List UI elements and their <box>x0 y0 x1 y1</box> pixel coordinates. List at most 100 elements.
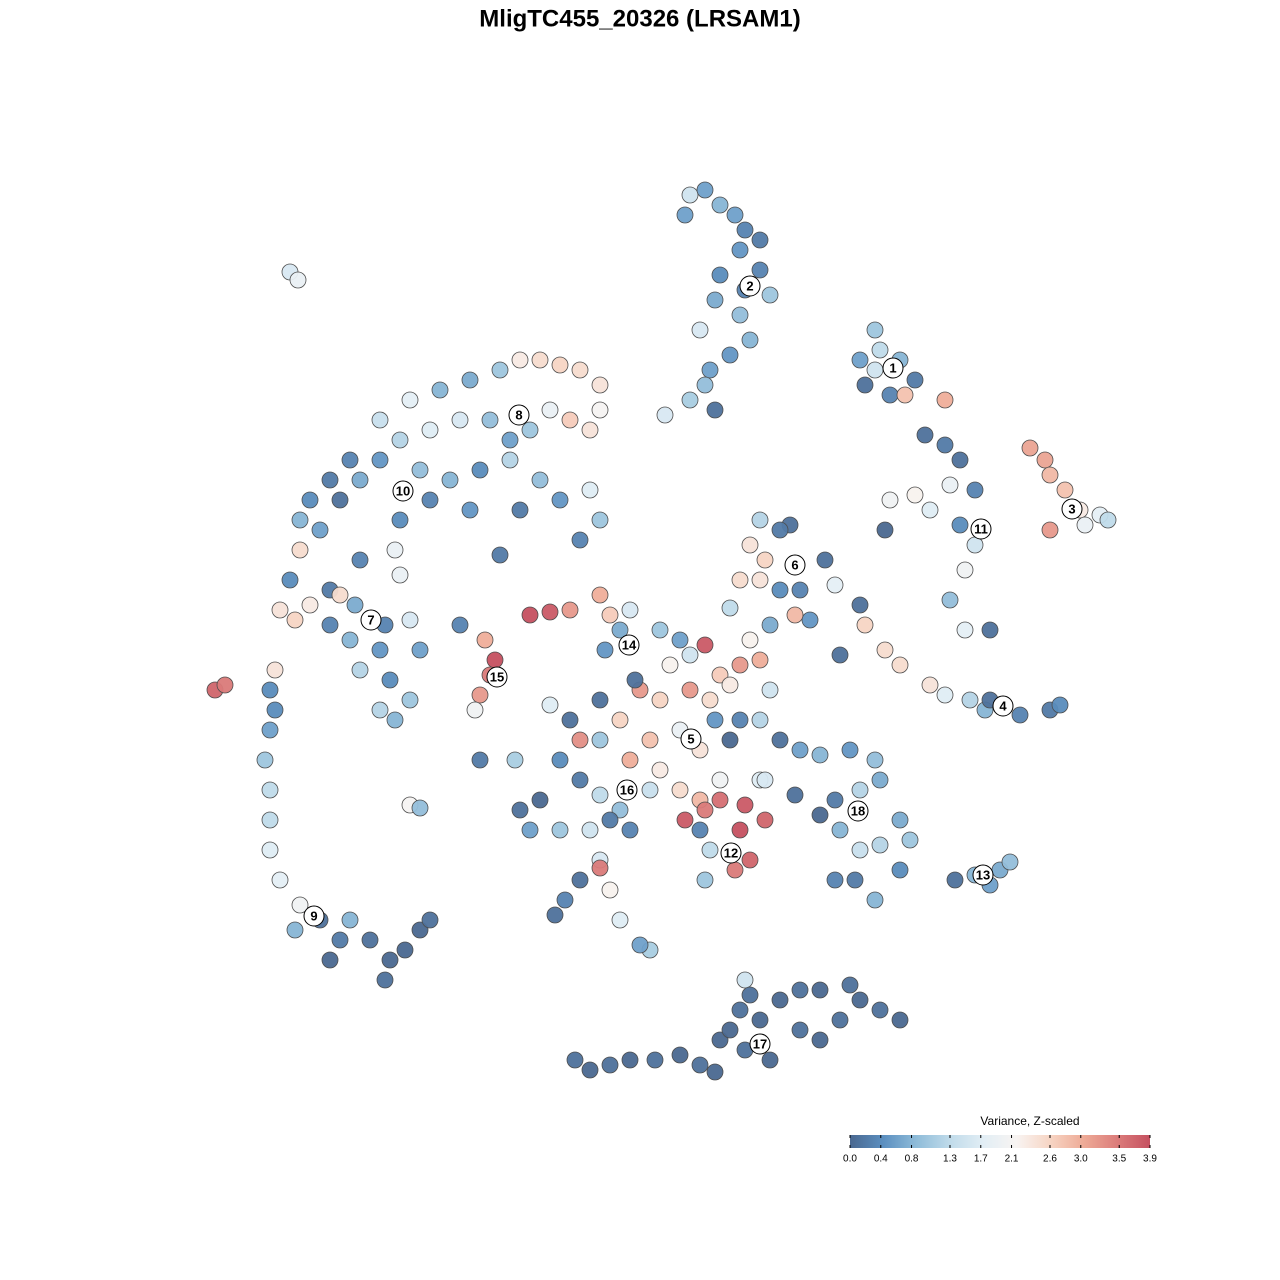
point <box>721 1021 739 1039</box>
point <box>816 551 834 569</box>
point <box>376 971 394 989</box>
point <box>391 431 409 449</box>
point <box>291 896 309 914</box>
point <box>826 871 844 889</box>
cluster-label-badge <box>360 609 382 631</box>
point <box>411 921 429 939</box>
point <box>896 386 914 404</box>
point <box>401 611 419 629</box>
point <box>421 491 439 509</box>
point <box>786 786 804 804</box>
point <box>866 361 884 379</box>
cluster-label: 4 <box>999 698 1007 713</box>
point <box>261 721 279 739</box>
point <box>726 861 744 879</box>
point <box>801 611 819 629</box>
point <box>271 601 289 619</box>
point <box>751 261 769 279</box>
cluster-label: 12 <box>724 845 738 860</box>
point <box>831 821 849 839</box>
point <box>706 401 724 419</box>
point <box>301 491 319 509</box>
point <box>1021 439 1039 457</box>
point <box>941 476 959 494</box>
point <box>731 571 749 589</box>
point <box>561 601 579 619</box>
point <box>371 451 389 469</box>
point <box>856 376 874 394</box>
point <box>491 546 509 564</box>
point <box>876 641 894 659</box>
colorbar-tick-label: 0.0 <box>843 1154 857 1165</box>
point <box>671 631 689 649</box>
point <box>481 411 499 429</box>
point <box>731 656 749 674</box>
point <box>271 871 289 889</box>
point <box>961 691 979 709</box>
point <box>1011 706 1029 724</box>
point <box>381 671 399 689</box>
colorbar-tick-label: 2.6 <box>1043 1154 1057 1165</box>
point <box>676 206 694 224</box>
point <box>311 521 329 539</box>
point <box>951 451 969 469</box>
point <box>1041 521 1059 539</box>
point <box>501 431 519 449</box>
point <box>671 781 689 799</box>
point <box>581 421 599 439</box>
point <box>466 701 484 719</box>
point <box>956 561 974 579</box>
point <box>846 871 864 889</box>
point <box>741 986 759 1004</box>
point <box>771 521 789 539</box>
cluster-label-badge <box>1061 498 1083 520</box>
point <box>461 371 479 389</box>
point <box>451 616 469 634</box>
point <box>731 306 749 324</box>
cluster-label-badge <box>784 554 806 576</box>
point <box>641 731 659 749</box>
point <box>771 581 789 599</box>
point <box>721 731 739 749</box>
point <box>771 991 789 1009</box>
legend-title: Variance, Z-scaled <box>980 1114 1079 1128</box>
point <box>341 911 359 929</box>
point <box>546 906 564 924</box>
point <box>696 636 714 654</box>
point <box>921 501 939 519</box>
cluster-label-badge <box>680 728 702 750</box>
point <box>551 821 569 839</box>
point <box>866 321 884 339</box>
point <box>541 401 559 419</box>
point <box>411 799 429 817</box>
point <box>561 711 579 729</box>
point <box>761 681 779 699</box>
cluster-label: 1 <box>889 360 896 375</box>
point <box>741 631 759 649</box>
point <box>591 859 609 877</box>
point <box>791 581 809 599</box>
cluster-label-badge <box>303 905 325 927</box>
point <box>651 621 669 639</box>
point <box>411 641 429 659</box>
point <box>281 571 299 589</box>
point <box>371 701 389 719</box>
point <box>591 586 609 604</box>
point <box>711 1031 729 1049</box>
point <box>471 751 489 769</box>
cluster-label-badge <box>618 634 640 656</box>
point <box>751 231 769 249</box>
point <box>531 791 549 809</box>
point <box>611 801 629 819</box>
point <box>331 931 349 949</box>
point <box>321 471 339 489</box>
point <box>521 606 539 624</box>
point <box>626 671 644 689</box>
point <box>851 991 869 1009</box>
point <box>591 731 609 749</box>
point <box>866 891 884 909</box>
point <box>471 686 489 704</box>
point <box>711 771 729 789</box>
